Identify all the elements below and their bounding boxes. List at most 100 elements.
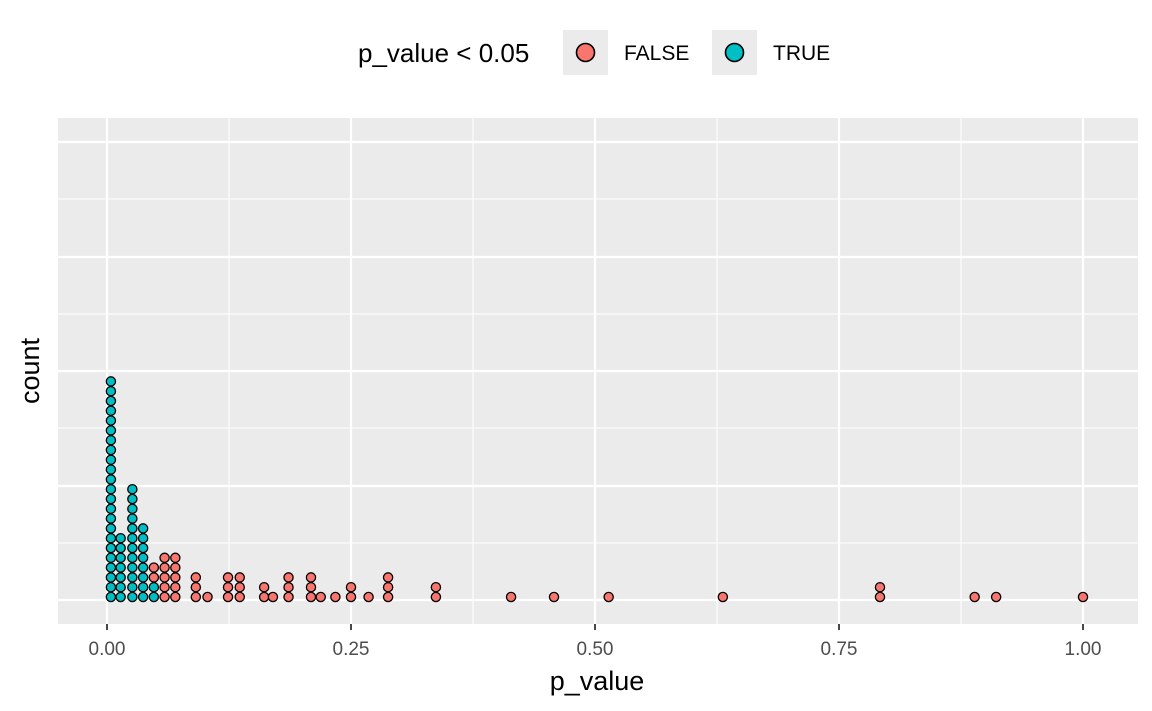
dot-true [127, 532, 138, 544]
dot-false [305, 581, 317, 593]
dot-true [137, 572, 149, 583]
dot-true [127, 581, 138, 593]
dot-true [105, 493, 117, 505]
dot-true [105, 395, 117, 407]
x-tick-label: 0.25 [333, 639, 370, 660]
dot-true [105, 591, 117, 603]
dot-true [105, 542, 117, 554]
dot-true [127, 483, 138, 495]
dot-false [969, 591, 980, 603]
x-axis-title: p_value [550, 666, 645, 696]
dot-true [105, 444, 117, 456]
dot-false [159, 572, 170, 583]
dot-true [105, 454, 117, 466]
dot-false [283, 572, 294, 583]
dot-true [105, 474, 117, 485]
dot-false [345, 581, 357, 593]
dot-false [990, 591, 1002, 603]
dot-false [148, 572, 160, 583]
dot-true [105, 513, 117, 524]
dot-false [190, 591, 202, 603]
dot-true [115, 591, 126, 603]
dot-false [148, 562, 160, 573]
dot-true [105, 425, 117, 436]
dot-true [137, 523, 149, 534]
dot-true [127, 572, 138, 583]
dots-layer [105, 376, 1089, 603]
dot-true [105, 552, 117, 564]
dot-false [170, 562, 181, 573]
legend-label-true: TRUE [773, 42, 830, 65]
dot-false [345, 591, 357, 603]
dot-true [115, 552, 126, 564]
legend: p_value < 0.05 FALSE TRUE [358, 30, 830, 75]
dot-true [137, 552, 149, 564]
dot-true [137, 562, 149, 573]
legend-title: p_value < 0.05 [358, 38, 529, 68]
dot-true [137, 581, 149, 593]
dot-false [430, 591, 442, 603]
dot-false [222, 572, 234, 583]
dot-true [127, 493, 138, 505]
x-tick-label: 0.50 [577, 639, 614, 660]
dot-true [105, 503, 117, 515]
dot-false [874, 581, 886, 593]
dot-false [170, 591, 181, 603]
dot-true [127, 552, 138, 564]
dot-true [148, 591, 160, 603]
dot-true [137, 542, 149, 554]
dot-false [234, 591, 245, 603]
dot-true [127, 562, 138, 573]
dot-true [127, 523, 138, 534]
dot-true [105, 532, 117, 544]
dot-true [137, 532, 149, 544]
dot-false [170, 572, 181, 583]
dot-true [105, 434, 117, 446]
dot-true [148, 581, 160, 593]
dot-false [505, 591, 517, 603]
dot-false [234, 572, 245, 583]
dot-false [267, 591, 279, 603]
dot-true [137, 591, 149, 603]
x-axis-ticks: 0.00 0.25 0.50 0.75 1.00 [89, 624, 1101, 660]
dot-false [874, 591, 886, 603]
legend-key-true-icon [724, 42, 745, 63]
dot-true [105, 572, 117, 583]
dot-true [115, 581, 126, 593]
dot-true [105, 405, 117, 417]
dot-false [603, 591, 614, 603]
dot-true [105, 385, 117, 397]
legend-key-false-icon [575, 42, 596, 63]
dot-false [315, 591, 326, 603]
dot-false [159, 552, 170, 564]
dot-true [127, 542, 138, 554]
dot-false [382, 581, 394, 593]
dot-false [430, 581, 442, 593]
dot-false [222, 581, 234, 593]
dot-false [258, 581, 270, 593]
dot-true [105, 483, 117, 495]
dot-false [283, 591, 294, 603]
dot-true [115, 562, 126, 573]
dot-true [127, 591, 138, 603]
dot-true [105, 376, 117, 387]
dot-false [159, 562, 170, 573]
dot-true [105, 581, 117, 593]
dot-false [234, 581, 245, 593]
dot-true [115, 572, 126, 583]
dot-false [717, 591, 729, 603]
dot-false [305, 591, 317, 603]
dot-true [115, 532, 126, 544]
x-tick-label: 0.00 [89, 639, 126, 660]
dot-true [105, 523, 117, 534]
dot-false [363, 591, 374, 603]
dot-false [190, 572, 202, 583]
dot-false [170, 581, 181, 593]
dot-false [305, 572, 317, 583]
dot-false [258, 591, 270, 603]
dot-false [382, 591, 394, 603]
dot-false [202, 591, 213, 603]
dot-false [382, 572, 394, 583]
dot-false [548, 591, 560, 603]
